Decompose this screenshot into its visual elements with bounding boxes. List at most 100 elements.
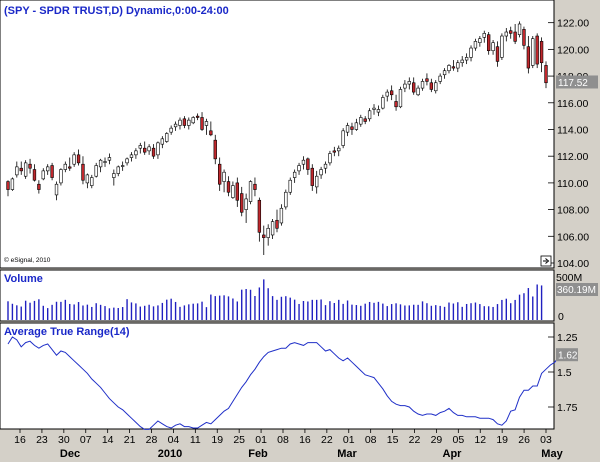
- x-month-label: Dec: [60, 448, 80, 460]
- candle-body-up: [112, 173, 116, 178]
- candle-body-up: [266, 227, 270, 238]
- candle: [257, 197, 262, 242]
- candle: [94, 162, 98, 178]
- candle-body-down: [522, 29, 526, 46]
- candle: [323, 161, 328, 174]
- candle-body-up: [297, 165, 301, 172]
- x-day-label: 19: [496, 434, 508, 446]
- candle: [539, 37, 544, 73]
- candle-body-down: [76, 154, 81, 164]
- price-panel-title: (SPY - SPDR TRUST,D) Dynamic,0:00-24:00: [4, 5, 229, 17]
- candle: [28, 158, 32, 174]
- candle-body-up: [160, 138, 165, 145]
- candle: [81, 156, 85, 185]
- candle-body-up: [10, 178, 15, 190]
- candle: [381, 94, 385, 110]
- candle: [482, 30, 486, 43]
- candle: [173, 121, 178, 131]
- candle-body-up: [385, 91, 389, 97]
- candle-body-down: [539, 41, 544, 64]
- candle: [156, 141, 160, 159]
- candle-body-down: [68, 166, 72, 169]
- candle-body-down: [209, 130, 213, 136]
- x-month-label: Feb: [248, 448, 268, 460]
- candle-body-down: [262, 234, 266, 238]
- candle-body-down: [28, 163, 32, 169]
- candle: [464, 53, 469, 65]
- candle: [544, 61, 548, 89]
- candle: [412, 77, 416, 95]
- candle: [473, 38, 478, 51]
- candle: [19, 161, 23, 175]
- candle-body-down: [213, 139, 217, 160]
- candle-body-down: [19, 167, 23, 172]
- candle: [143, 141, 147, 155]
- candle-body-up: [434, 82, 438, 92]
- candle-body-up: [345, 125, 350, 133]
- candle-body-up: [531, 38, 535, 66]
- x-day-label: 04: [168, 434, 180, 446]
- candle-body-down: [32, 169, 37, 181]
- candle: [478, 36, 482, 47]
- candle-body-down: [218, 163, 222, 185]
- x-day-label: 21: [124, 434, 136, 446]
- candle: [240, 186, 244, 217]
- candle-body-up: [204, 121, 209, 126]
- candle: [460, 56, 464, 67]
- candle: [248, 180, 253, 205]
- price-tick-label: 112.00: [557, 151, 588, 163]
- candle: [345, 122, 350, 137]
- candle: [350, 122, 354, 135]
- candle-body-down: [182, 118, 187, 126]
- volume-last-badge: [556, 283, 598, 296]
- candle-body-up: [284, 191, 288, 208]
- atr-axis: 1.75 1.5 1.25: [548, 332, 578, 414]
- candle: [231, 181, 235, 199]
- candle-body-up: [407, 81, 411, 85]
- candle-body-down: [332, 150, 336, 153]
- x-day-label: 29: [431, 434, 443, 446]
- x-day-label: 15: [387, 434, 399, 446]
- candle: [517, 21, 522, 38]
- candles: [6, 21, 548, 255]
- candle: [90, 174, 94, 189]
- candle: [235, 177, 239, 207]
- candle-body-up: [292, 171, 297, 178]
- scroll-right-arrow-icon[interactable]: [540, 255, 552, 267]
- candle-body-up: [173, 123, 178, 128]
- x-day-label: 03: [540, 434, 552, 446]
- candle-body-up: [222, 171, 226, 182]
- candle: [337, 145, 341, 157]
- candle-body-up: [420, 81, 425, 89]
- candle-body-down: [487, 34, 491, 52]
- x-day-label: 12: [474, 434, 486, 446]
- candle: [151, 144, 156, 159]
- x-day-label: 07: [80, 434, 92, 446]
- price-tick-label: 108.00: [557, 205, 589, 217]
- candle-body-up: [376, 109, 381, 113]
- x-day-label: 23: [36, 434, 48, 446]
- candle: [178, 117, 182, 130]
- candle: [63, 161, 67, 173]
- candle: [310, 164, 314, 191]
- candle-body-up: [46, 166, 50, 172]
- candle: [46, 164, 50, 175]
- x-month-label: 2010: [158, 448, 182, 460]
- candle: [315, 170, 319, 194]
- candle-body-up: [403, 83, 407, 89]
- candle: [288, 177, 292, 195]
- candle: [169, 125, 173, 135]
- x-day-label: 22: [409, 434, 421, 446]
- candle: [407, 77, 411, 90]
- candle: [301, 156, 306, 170]
- candle: [107, 153, 112, 165]
- candle-body-up: [178, 119, 182, 126]
- candle-body-up: [54, 183, 59, 196]
- candle: [266, 224, 270, 246]
- candle-body-down: [394, 101, 398, 108]
- candle: [112, 169, 116, 186]
- x-day-label: 16: [299, 434, 311, 446]
- atr-panel[interactable]: [0, 322, 555, 430]
- candle: [222, 169, 226, 193]
- candle-body-up: [23, 162, 28, 177]
